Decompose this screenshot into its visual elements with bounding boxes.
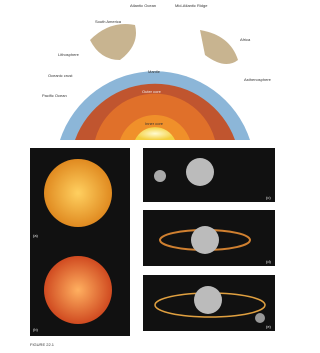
panel-label: (d): [266, 259, 272, 264]
label: Lithosphere: [58, 52, 80, 57]
label: Mid-Atlantic Ridge: [175, 3, 208, 8]
sphere: [44, 256, 112, 324]
panel-label: (c): [266, 195, 271, 200]
panel-label: (e): [266, 324, 272, 329]
label: Asthenosphere: [244, 77, 272, 82]
label: Oceanic crust: [48, 73, 73, 78]
sphere: [44, 159, 112, 227]
panel-label: (b): [33, 327, 39, 332]
figure: Atlantic Ocean Mid-Atlantic Ridge South …: [0, 0, 303, 353]
label: Inner core: [145, 121, 164, 126]
label: Outer core: [142, 89, 162, 94]
label: Mantle: [148, 69, 161, 74]
label: Africa: [240, 37, 251, 42]
label: South America: [95, 19, 122, 24]
panel-label: (a): [33, 233, 39, 238]
label: Pacific Ocean: [42, 93, 67, 98]
caption: FIGURE 22.1: [30, 342, 55, 347]
label: Atlantic Ocean: [130, 3, 156, 8]
